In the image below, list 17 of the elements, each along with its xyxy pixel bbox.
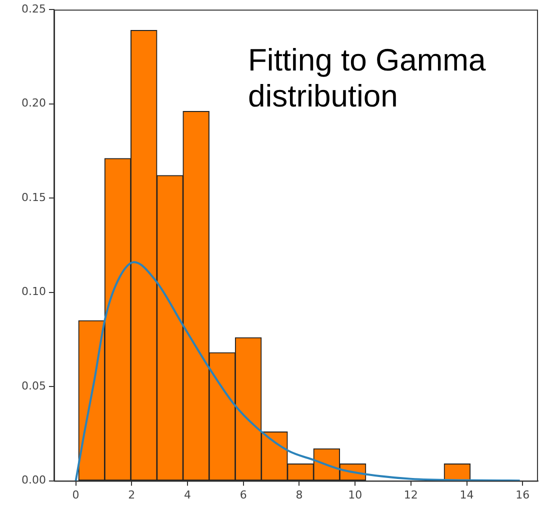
y-tick-label: 0.10 xyxy=(22,285,46,298)
y-tick-label: 0.20 xyxy=(22,96,46,110)
x-tick-label: 14 xyxy=(460,488,474,502)
x-tick-label: 4 xyxy=(184,488,191,502)
x-tick-label: 2 xyxy=(128,488,136,502)
x-tick-label: 16 xyxy=(516,488,530,502)
x-tick-label: 0 xyxy=(72,488,80,502)
x-tick-label: 6 xyxy=(240,488,247,502)
x-tick-label: 10 xyxy=(348,488,362,502)
y-tick-label: 0.05 xyxy=(22,379,46,392)
annotation: Fitting to Gamma distribution xyxy=(248,42,486,114)
x-tick-label: 12 xyxy=(404,488,418,502)
y-tick-label: 0.00 xyxy=(22,474,46,487)
y-tick-label: 0.25 xyxy=(22,2,46,16)
line-series xyxy=(74,261,521,481)
y-tick-label: 0.15 xyxy=(22,190,46,204)
x-tick-label: 8 xyxy=(296,488,303,502)
